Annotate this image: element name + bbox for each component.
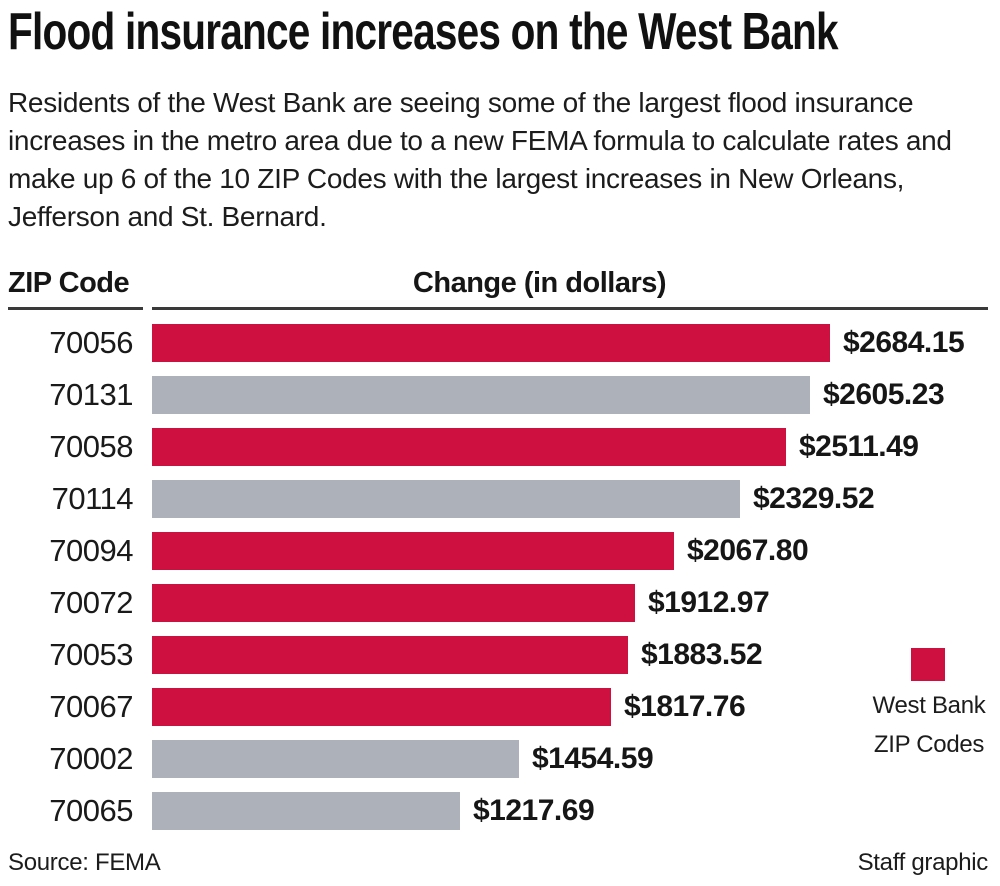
legend-label: West Bank ZIP Codes <box>849 686 1000 764</box>
bar-area-70056: $2684.15 <box>152 324 1000 362</box>
table-row: 70065 $1217.69 <box>0 792 1000 830</box>
bar-area-70094: $2067.80 <box>152 532 1000 570</box>
zip-label-70131: 70131 <box>49 377 133 412</box>
chart-description: Residents of the West Bank are seeing so… <box>8 87 952 232</box>
value-label-70114: $2329.52 <box>753 482 875 515</box>
zip-label-70053: 70053 <box>49 637 133 672</box>
staff-credit: Staff graphic <box>857 849 989 876</box>
change-header-rule <box>152 307 988 310</box>
value-label-70065: $1217.69 <box>473 794 595 827</box>
legend-line-1: West Bank <box>872 692 986 719</box>
table-row: 70072 $1912.97 <box>0 584 1000 622</box>
legend-swatch <box>911 648 945 681</box>
value-label-70053: $1883.52 <box>641 638 763 671</box>
zip-header-rule <box>8 307 143 310</box>
zip-label-70067: 70067 <box>49 689 133 724</box>
bar-70002 <box>152 740 519 778</box>
page-title: Flood insurance increases on the West Ba… <box>8 3 839 61</box>
zip-label-70065: 70065 <box>49 793 133 828</box>
zip-label-70114: 70114 <box>51 481 134 516</box>
table-row: 70114 $2329.52 <box>0 480 1000 518</box>
bar-70056 <box>152 324 830 362</box>
table-row: 70131 $2605.23 <box>0 376 1000 414</box>
bar-area-70131: $2605.23 <box>152 376 1000 414</box>
value-label-70056: $2684.15 <box>843 326 965 359</box>
bar-70065 <box>152 792 460 830</box>
value-label-70067: $1817.76 <box>624 690 746 723</box>
bar-70053 <box>152 636 628 674</box>
source-credit: Source: FEMA <box>8 849 161 876</box>
value-label-70131: $2605.23 <box>823 378 945 411</box>
value-label-70058: $2511.49 <box>799 430 919 463</box>
bar-area-70114: $2329.52 <box>152 480 1000 518</box>
bar-area-70053: $1883.52 <box>152 636 1000 674</box>
change-column-header: Change (in dollars) <box>412 267 667 299</box>
zip-label-70072: 70072 <box>49 585 133 620</box>
bar-area-70058: $2511.49 <box>152 428 1000 466</box>
bar-70058 <box>152 428 786 466</box>
table-row: 70002 $1454.59 <box>0 740 1000 778</box>
bar-rows: 70056 $2684.15 70131 $2605.23 70058 $2511.49 7… <box>0 324 1000 844</box>
zip-label-70056: 70056 <box>49 325 133 360</box>
bar-70114 <box>152 480 740 518</box>
zip-label-70058: 70058 <box>49 429 133 464</box>
bar-area-70065: $1217.69 <box>152 792 1000 830</box>
table-row: 70094 $2067.80 <box>0 532 1000 570</box>
legend-line-2: ZIP Codes <box>873 731 985 758</box>
zip-label-70002: 70002 <box>49 741 133 776</box>
bar-70094 <box>152 532 674 570</box>
value-label-70002: $1454.59 <box>532 742 654 775</box>
table-row: 70058 $2511.49 <box>0 428 1000 466</box>
zip-label-70094: 70094 <box>49 533 133 568</box>
bar-70067 <box>152 688 611 726</box>
bar-area-70002: $1454.59 <box>152 740 1000 778</box>
table-row: 70053 $1883.52 <box>0 636 1000 674</box>
value-label-70094: $2067.80 <box>687 534 809 567</box>
zip-code-column-header: ZIP Code <box>8 267 130 299</box>
bar-70131 <box>152 376 810 414</box>
table-row: 70056 $2684.15 <box>0 324 1000 362</box>
table-row: 70067 $1817.76 <box>0 688 1000 726</box>
value-label-70072: $1912.97 <box>648 586 770 619</box>
bar-area-70067: $1817.76 <box>152 688 1000 726</box>
bar-70072 <box>152 584 635 622</box>
bar-area-70072: $1912.97 <box>152 584 1000 622</box>
